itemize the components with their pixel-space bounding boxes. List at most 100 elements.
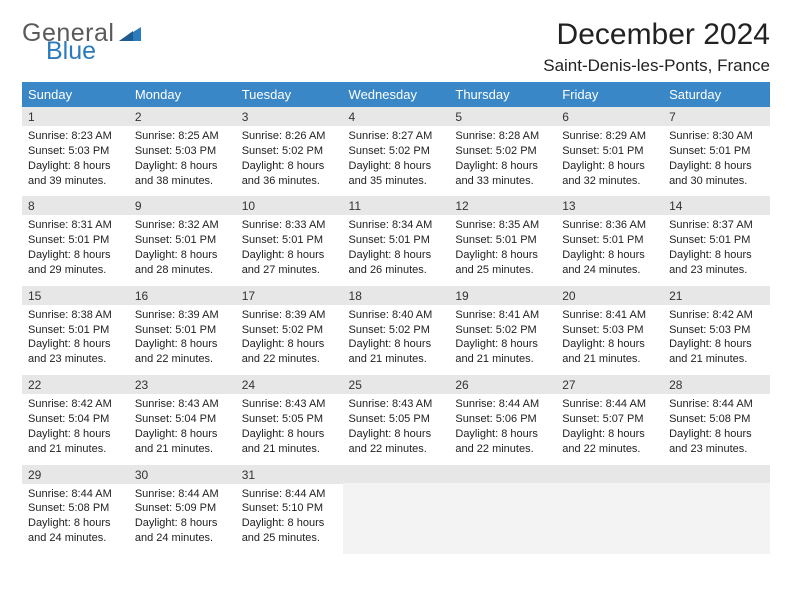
day-details: Sunrise: 8:30 AMSunset: 5:01 PMDaylight:… — [663, 126, 770, 196]
day-number: 5 — [449, 107, 556, 126]
calendar-day: 12Sunrise: 8:35 AMSunset: 5:01 PMDayligh… — [449, 196, 556, 285]
calendar-day: 8Sunrise: 8:31 AMSunset: 5:01 PMDaylight… — [22, 196, 129, 285]
day-detail-line: Sunset: 5:04 PM — [135, 412, 230, 427]
day-details: Sunrise: 8:44 AMSunset: 5:09 PMDaylight:… — [129, 484, 236, 554]
day-detail-line: Sunset: 5:03 PM — [669, 323, 764, 338]
day-details: Sunrise: 8:44 AMSunset: 5:08 PMDaylight:… — [663, 394, 770, 464]
day-number-empty — [663, 465, 770, 483]
day-details: Sunrise: 8:42 AMSunset: 5:04 PMDaylight:… — [22, 394, 129, 464]
day-details: Sunrise: 8:34 AMSunset: 5:01 PMDaylight:… — [343, 215, 450, 285]
day-detail-line: Sunrise: 8:27 AM — [349, 129, 444, 144]
day-detail-line: Sunrise: 8:44 AM — [242, 487, 337, 502]
day-detail-line: Sunrise: 8:44 AM — [28, 487, 123, 502]
day-detail-line: Sunset: 5:01 PM — [669, 233, 764, 248]
day-detail-line: Daylight: 8 hours and 21 minutes. — [28, 427, 123, 457]
day-details: Sunrise: 8:37 AMSunset: 5:01 PMDaylight:… — [663, 215, 770, 285]
day-detail-line: Sunrise: 8:35 AM — [455, 218, 550, 233]
calendar-day: 20Sunrise: 8:41 AMSunset: 5:03 PMDayligh… — [556, 286, 663, 375]
page-header: General Blue December 2024 Saint-Denis-l… — [22, 18, 770, 76]
day-detail-line: Daylight: 8 hours and 21 minutes. — [135, 427, 230, 457]
day-detail-line: Daylight: 8 hours and 21 minutes. — [562, 337, 657, 367]
day-number: 8 — [22, 196, 129, 215]
day-details: Sunrise: 8:25 AMSunset: 5:03 PMDaylight:… — [129, 126, 236, 196]
day-detail-line: Sunset: 5:05 PM — [349, 412, 444, 427]
day-detail-line: Sunset: 5:07 PM — [562, 412, 657, 427]
day-detail-line: Daylight: 8 hours and 26 minutes. — [349, 248, 444, 278]
calendar-day: 7Sunrise: 8:30 AMSunset: 5:01 PMDaylight… — [663, 107, 770, 196]
calendar-day: 21 Sunrise: 8:42 AMSunset: 5:03 PMDayligh… — [663, 286, 770, 375]
day-number: 19 — [449, 286, 556, 305]
calendar-week: 29Sunrise: 8:44 AMSunset: 5:08 PMDayligh… — [22, 465, 770, 554]
day-detail-line: Sunrise: 8:44 AM — [455, 397, 550, 412]
day-detail-line: Sunset: 5:01 PM — [242, 233, 337, 248]
month-title: December 2024 — [543, 18, 770, 52]
day-detail-line: Sunrise: 8:42 AM — [669, 308, 764, 323]
day-header: Monday — [129, 82, 236, 107]
calendar-day: 11Sunrise: 8:34 AMSunset: 5:01 PMDayligh… — [343, 196, 450, 285]
day-detail-line: Sunset: 5:01 PM — [135, 233, 230, 248]
day-detail-line: Sunrise: 8:23 AM — [28, 129, 123, 144]
calendar-day: 27Sunrise: 8:44 AMSunset: 5:07 PMDayligh… — [556, 375, 663, 464]
location-subtitle: Saint-Denis-les-Ponts, France — [543, 56, 770, 76]
day-detail-line: Daylight: 8 hours and 22 minutes. — [349, 427, 444, 457]
calendar-week: 8Sunrise: 8:31 AMSunset: 5:01 PMDaylight… — [22, 196, 770, 285]
day-detail-line: Sunrise: 8:38 AM — [28, 308, 123, 323]
day-detail-line: Daylight: 8 hours and 23 minutes. — [669, 427, 764, 457]
day-detail-line: Sunset: 5:01 PM — [562, 144, 657, 159]
day-number: 30 — [129, 465, 236, 484]
day-detail-line: Sunrise: 8:41 AM — [455, 308, 550, 323]
day-detail-line: Sunrise: 8:30 AM — [669, 129, 764, 144]
calendar-day: 9Sunrise: 8:32 AMSunset: 5:01 PMDaylight… — [129, 196, 236, 285]
day-detail-line: Sunset: 5:02 PM — [242, 323, 337, 338]
day-number-empty — [343, 465, 450, 483]
day-detail-line: Daylight: 8 hours and 38 minutes. — [135, 159, 230, 189]
day-detail-line: Sunrise: 8:41 AM — [562, 308, 657, 323]
day-detail-line: Sunset: 5:01 PM — [135, 323, 230, 338]
day-detail-line: Daylight: 8 hours and 21 minutes. — [242, 427, 337, 457]
calendar-day: 5Sunrise: 8:28 AMSunset: 5:02 PMDaylight… — [449, 107, 556, 196]
day-detail-line: Daylight: 8 hours and 24 minutes. — [135, 516, 230, 546]
day-detail-line: Sunset: 5:09 PM — [135, 501, 230, 516]
day-detail-line: Sunset: 5:02 PM — [349, 144, 444, 159]
day-detail-line: Daylight: 8 hours and 23 minutes. — [669, 248, 764, 278]
day-detail-line: Daylight: 8 hours and 22 minutes. — [562, 427, 657, 457]
day-detail-line: Sunrise: 8:43 AM — [242, 397, 337, 412]
day-detail-line: Sunrise: 8:43 AM — [135, 397, 230, 412]
calendar-week: 22Sunrise: 8:42 AMSunset: 5:04 PMDayligh… — [22, 375, 770, 464]
day-details: Sunrise: 8:43 AMSunset: 5:05 PMDaylight:… — [343, 394, 450, 464]
day-details: Sunrise: 8:28 AMSunset: 5:02 PMDaylight:… — [449, 126, 556, 196]
day-detail-line: Sunset: 5:06 PM — [455, 412, 550, 427]
day-detail-line: Sunrise: 8:34 AM — [349, 218, 444, 233]
day-detail-line: Sunset: 5:02 PM — [349, 323, 444, 338]
day-detail-line: Daylight: 8 hours and 21 minutes. — [455, 337, 550, 367]
day-detail-line: Sunset: 5:01 PM — [28, 323, 123, 338]
day-details: Sunrise: 8:41 AMSunset: 5:02 PMDaylight:… — [449, 305, 556, 375]
day-detail-line: Sunrise: 8:33 AM — [242, 218, 337, 233]
day-details: Sunrise: 8:29 AMSunset: 5:01 PMDaylight:… — [556, 126, 663, 196]
calendar-week: 1Sunrise: 8:23 AMSunset: 5:03 PMDaylight… — [22, 107, 770, 196]
day-detail-line: Daylight: 8 hours and 29 minutes. — [28, 248, 123, 278]
day-detail-line: Sunset: 5:02 PM — [455, 323, 550, 338]
day-number: 2 — [129, 107, 236, 126]
calendar-day: 1Sunrise: 8:23 AMSunset: 5:03 PMDaylight… — [22, 107, 129, 196]
day-number: 24 — [236, 375, 343, 394]
day-details: Sunrise: 8:39 AMSunset: 5:01 PMDaylight:… — [129, 305, 236, 375]
day-details: Sunrise: 8:31 AMSunset: 5:01 PMDaylight:… — [22, 215, 129, 285]
day-detail-line: Daylight: 8 hours and 22 minutes. — [135, 337, 230, 367]
day-detail-line: Sunrise: 8:39 AM — [135, 308, 230, 323]
day-detail-line: Daylight: 8 hours and 21 minutes. — [669, 337, 764, 367]
calendar-day: 18Sunrise: 8:40 AMSunset: 5:02 PMDayligh… — [343, 286, 450, 375]
day-header: Thursday — [449, 82, 556, 107]
day-header: Saturday — [663, 82, 770, 107]
day-detail-line: Daylight: 8 hours and 21 minutes. — [349, 337, 444, 367]
calendar-day: 26Sunrise: 8:44 AMSunset: 5:06 PMDayligh… — [449, 375, 556, 464]
day-detail-line: Sunrise: 8:42 AM — [28, 397, 123, 412]
day-detail-line: Sunset: 5:02 PM — [455, 144, 550, 159]
calendar-day: 3Sunrise: 8:26 AMSunset: 5:02 PMDaylight… — [236, 107, 343, 196]
day-details: Sunrise: 8:39 AMSunset: 5:02 PMDaylight:… — [236, 305, 343, 375]
day-number: 21 — [663, 286, 770, 305]
day-details: Sunrise: 8:32 AMSunset: 5:01 PMDaylight:… — [129, 215, 236, 285]
day-detail-line: Daylight: 8 hours and 22 minutes. — [455, 427, 550, 457]
day-detail-line: Daylight: 8 hours and 39 minutes. — [28, 159, 123, 189]
day-detail-line: Daylight: 8 hours and 24 minutes. — [28, 516, 123, 546]
